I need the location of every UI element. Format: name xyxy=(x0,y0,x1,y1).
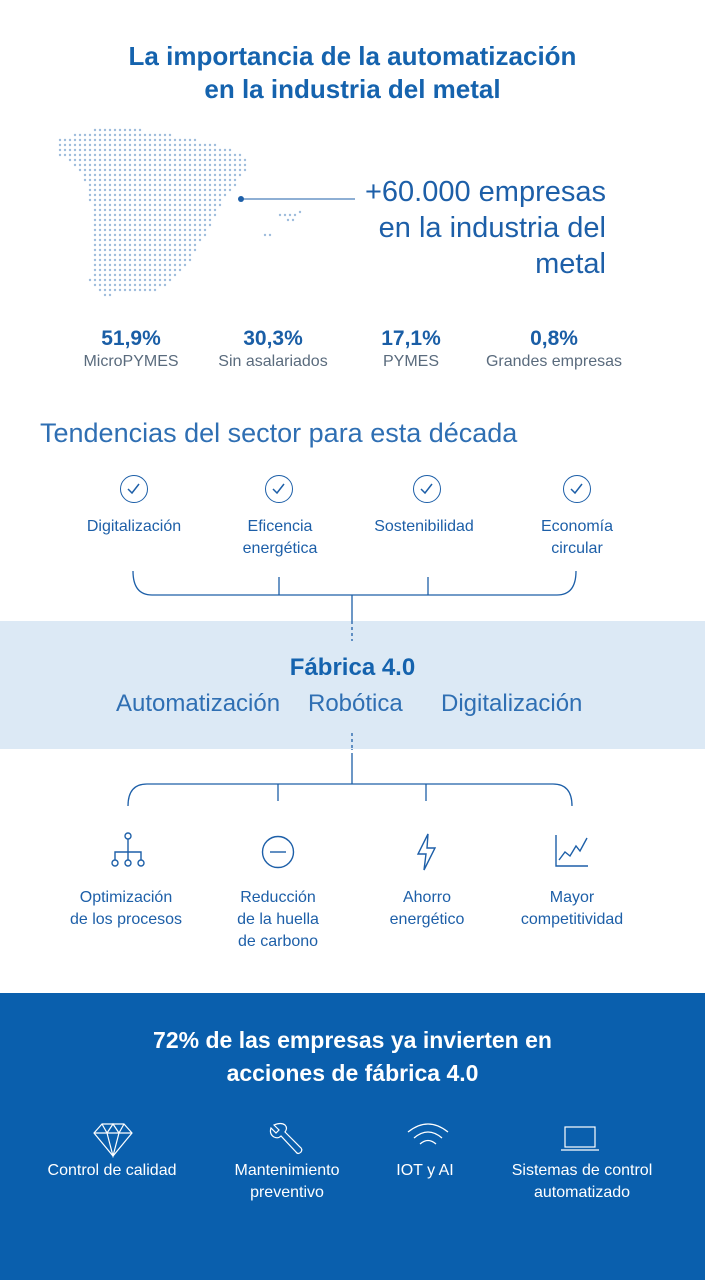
hierarchy-icon xyxy=(111,832,145,867)
trend-label: circular xyxy=(551,540,603,557)
benefit-label: Mayor xyxy=(549,889,595,906)
trend-label: energética xyxy=(242,540,318,557)
benefit-label: de los procesos xyxy=(69,911,183,928)
laptop-icon xyxy=(561,1126,599,1151)
trend-label: Digitalización xyxy=(86,518,182,535)
page-title: La importancia de la automatización en l… xyxy=(0,40,705,106)
stat-pymes: 17,1% PYMES xyxy=(326,326,496,372)
page-title-line1: La importancia de la automatización xyxy=(128,41,577,71)
investment-title: 72% de las empresas ya invierten en acci… xyxy=(0,1024,705,1090)
fabrica-title: Fábrica 4.0 xyxy=(289,654,416,681)
benefit-label: Optimización xyxy=(79,889,173,906)
check-circle-icon xyxy=(265,475,293,503)
investment-title-line1: 72% de las empresas ya invierten en xyxy=(153,1027,552,1053)
investment-title-line2: acciones de fábrica 4.0 xyxy=(226,1060,479,1086)
benefit-label: de la huella xyxy=(237,911,319,928)
stat-micropymes: 51,9% MicroPYMES xyxy=(46,326,216,372)
wifi-icon xyxy=(407,1123,449,1145)
lightning-icon xyxy=(416,833,437,871)
companies-label: en la industria del metal xyxy=(378,212,606,280)
stat-value: 30,3% xyxy=(243,327,303,350)
stat-sin-asalariados: 30,3% Sin asalariados xyxy=(188,326,358,372)
check-circle-icon xyxy=(120,475,148,503)
stat-label: PYMES xyxy=(382,353,439,370)
fabrica-band xyxy=(0,621,705,749)
benefit-optimizacion: Optimización de los procesos xyxy=(41,887,211,931)
benefit-label: energético xyxy=(389,911,465,928)
trend-digitalizacion: Digitalización xyxy=(54,516,214,538)
trend-sostenibilidad: Sostenibilidad xyxy=(344,516,504,538)
check-circle-icon xyxy=(413,475,441,503)
investment-control-calidad: Control de calidad xyxy=(27,1160,197,1182)
investment-label: Sistemas de control xyxy=(511,1162,653,1179)
benefit-label: de carbono xyxy=(237,933,319,950)
line-chart-icon xyxy=(555,835,588,867)
trends-title: Tendencias del sector para esta década xyxy=(40,418,518,448)
trend-label: Eficencia xyxy=(247,518,313,535)
check-circle-icon xyxy=(563,475,591,503)
investment-sistemas-control: Sistemas de control automatizado xyxy=(497,1160,667,1204)
stat-label: Grandes empresas xyxy=(485,353,623,370)
benefit-competitividad: Mayor competitividad xyxy=(487,887,657,931)
benefit-ahorro: Ahorro energético xyxy=(342,887,512,931)
stat-label: MicroPYMES xyxy=(83,353,179,370)
trend-label: Sostenibilidad xyxy=(374,518,474,535)
investment-iot-ai: IOT y AI xyxy=(340,1160,510,1182)
minus-circle-icon xyxy=(261,835,295,869)
investment-label: Mantenimiento xyxy=(234,1162,340,1179)
investment-label: automatizado xyxy=(533,1184,631,1201)
stat-grandes-empresas: 0,8% Grandes empresas xyxy=(469,326,639,372)
companies-count: +60.000 empresas xyxy=(364,176,606,208)
stat-label: Sin asalariados xyxy=(218,353,328,370)
fabrica-item-robotica: Robótica xyxy=(308,690,403,717)
fabrica-item-digitalizacion: Digitalización xyxy=(441,690,583,717)
trend-eficiencia: Eficencia energética xyxy=(200,516,360,560)
spain-dot-map-icon xyxy=(58,128,302,297)
wrench-icon xyxy=(269,1122,303,1155)
fabrica-item-automatizacion: Automatización xyxy=(116,690,281,717)
benefit-label: competitividad xyxy=(520,911,624,928)
benefit-label: Reducción xyxy=(240,889,316,906)
benefit-label: Ahorro xyxy=(402,889,452,906)
investment-mantenimiento: Mantenimiento preventivo xyxy=(202,1160,372,1204)
stat-value: 51,9% xyxy=(101,327,161,350)
stat-value: 0,8% xyxy=(530,327,578,350)
investment-label: Control de calidad xyxy=(47,1162,177,1179)
investment-label: preventivo xyxy=(250,1184,324,1201)
stat-value: 17,1% xyxy=(381,327,441,350)
diamond-icon xyxy=(93,1122,133,1158)
trend-economia-circular: Economía circular xyxy=(497,516,657,560)
page-title-line2: en la industria del metal xyxy=(204,74,501,104)
trend-label: Economía xyxy=(540,518,614,535)
benefit-reduccion: Reducción de la huella de carbono xyxy=(193,887,363,953)
investment-label: IOT y AI xyxy=(396,1162,454,1179)
